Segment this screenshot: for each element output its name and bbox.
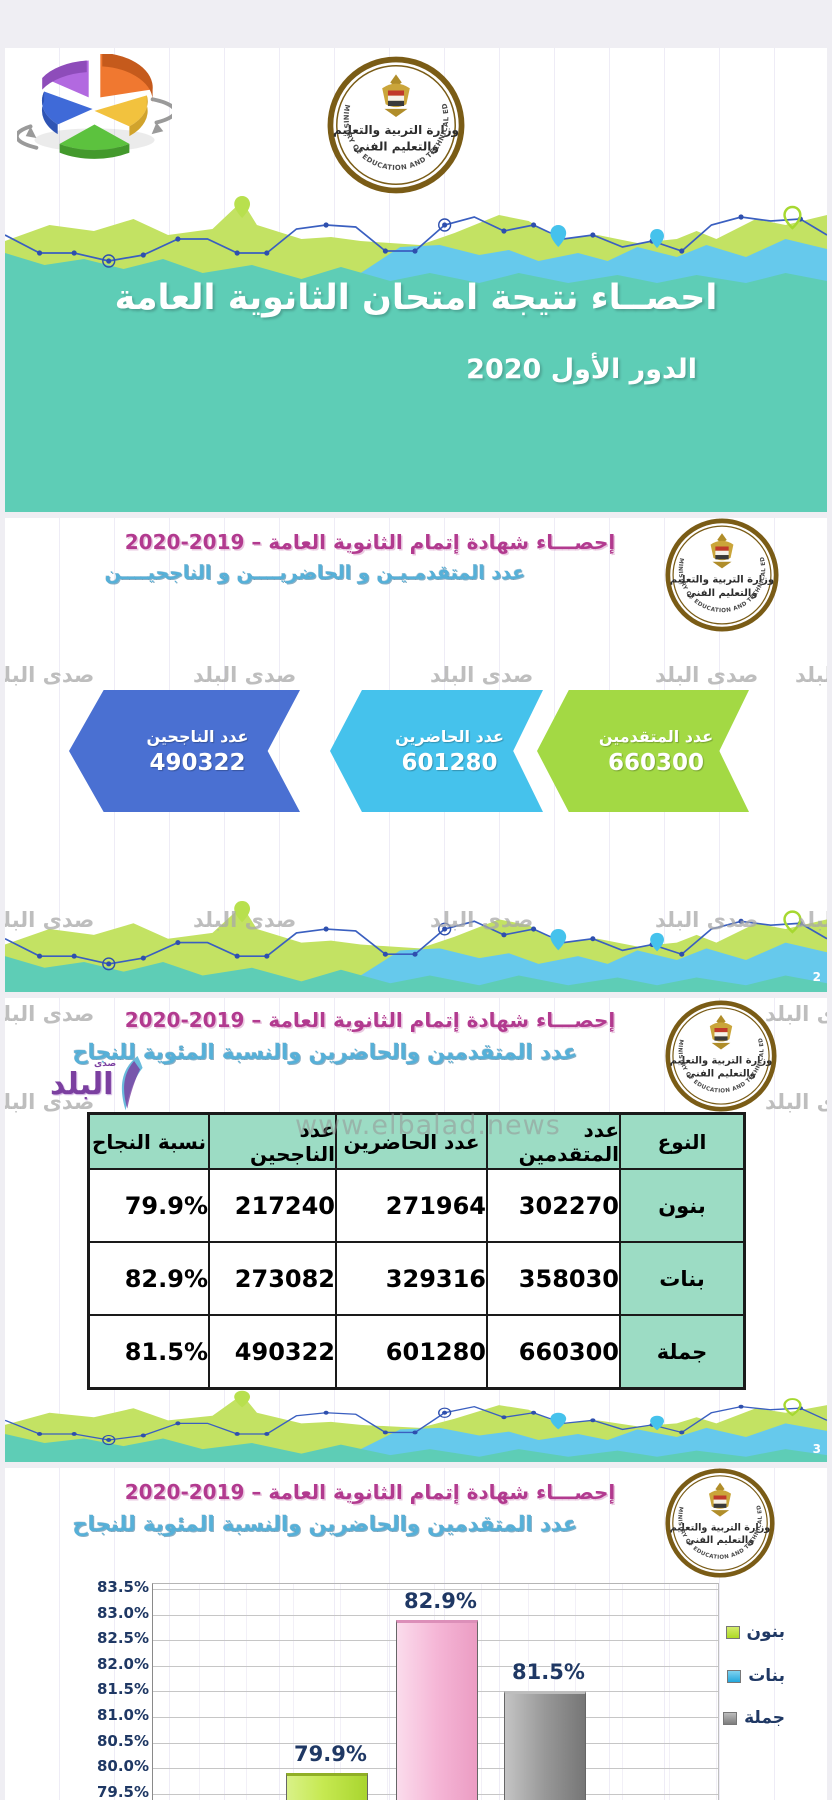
watermark: صدى البلد: [795, 663, 827, 687]
row-girls-type: بنات: [620, 1242, 744, 1315]
row-boys-passers: 217240: [209, 1169, 336, 1242]
slide4-title: إحصـــاء شهادة إتمام الثانوية العامة – 2…: [124, 1480, 616, 1504]
legend-item-girls: بنات: [727, 1666, 785, 1686]
slide3-title: إحصـــاء شهادة إتمام الثانوية العامة – 2…: [124, 1008, 616, 1032]
elbalad-logo: صدى البلد: [50, 1053, 145, 1115]
y-tick-79-5: 79.5%: [96, 1783, 149, 1800]
legend-item-total: جملة: [723, 1708, 785, 1728]
row-boys-attendees: 271964: [336, 1169, 487, 1242]
chevron-label: عدد المتقدمين: [598, 726, 714, 746]
session-label: الدور الأول 2020: [466, 354, 697, 385]
row-total-pass-rate: 81.5%: [89, 1315, 209, 1388]
site-watermark: www.elbalad.news: [295, 1110, 561, 1141]
bar-boys: [286, 1773, 368, 1800]
watermark: صدى البلد: [655, 908, 759, 932]
watermark: صدى البلد: [193, 663, 297, 687]
legend-label: جملة: [744, 1708, 785, 1728]
y-tick-82-5: 82.5%: [96, 1629, 149, 1647]
chevron-attendees: عدد الحاضرين 601280: [330, 690, 543, 812]
y-tick-80-5: 80.5%: [96, 1732, 149, 1750]
watermark: صدى البلد: [193, 908, 297, 932]
col-header-pass-rate: نسبة النجاح: [89, 1114, 209, 1169]
row-boys-pass-rate: 79.9%: [89, 1169, 209, 1242]
row-girls-applicants: 358030: [487, 1242, 620, 1315]
row-boys-applicants: 302270: [487, 1169, 620, 1242]
watermark: صدى البلد: [655, 663, 759, 687]
col-header-attendees: عدد الحاضرين: [336, 1114, 487, 1169]
decorative-wave-band: [5, 195, 827, 290]
feather-swoosh-icon: [112, 1053, 146, 1115]
col-header-applicants: عدد المتقدمين: [487, 1114, 620, 1169]
row-girls-passers: 273082: [209, 1242, 336, 1315]
watermark: صدى البلد: [430, 908, 534, 932]
main-title: احصــاء نتيجة امتحان الثانوية العامة: [114, 278, 719, 318]
slide-3-table: إحصـــاء شهادة إتمام الثانوية العامة – 2…: [5, 998, 827, 1462]
chevron-value: 601280: [401, 749, 498, 776]
legend-swatch-gray: [723, 1711, 738, 1725]
elbalad-logo-name: البلد: [50, 1067, 114, 1102]
row-total-passers: 490322: [209, 1315, 336, 1388]
chevron-label: عدد الحاضرين: [395, 726, 504, 746]
teal-background: [5, 286, 827, 512]
chevron-value: 490322: [149, 749, 246, 776]
decorative-wave-band: [5, 1390, 827, 1462]
slide-2-totals: إحصـــاء شهادة إتمام الثانوية العامة – 2…: [5, 518, 827, 992]
pie-chart-clipart: [17, 54, 172, 162]
col-header-passers: عدد الناجحين: [209, 1114, 336, 1169]
ministry-of-education-seal: [665, 518, 779, 632]
ministry-of-education-seal: [327, 56, 465, 194]
row-girls-attendees: 329316: [336, 1242, 487, 1315]
elbalad-logo-small-text: صدى: [94, 1059, 117, 1069]
bar-total: [504, 1691, 586, 1800]
row-boys-type: بنون: [620, 1169, 744, 1242]
slide-1-title-slide: احصــاء نتيجة امتحان الثانوية العامة الد…: [5, 48, 827, 512]
page-number: 3: [812, 1442, 821, 1456]
bar-value-boys: 79.9%: [294, 1742, 367, 1766]
bar-girls: [396, 1620, 478, 1800]
gridline: [153, 1589, 718, 1590]
legend-item-boys: بنون: [725, 1622, 786, 1642]
watermark: صدى البلد: [795, 908, 827, 932]
col-header-type: النوع: [620, 1114, 744, 1169]
watermark: صدى البلد: [765, 1002, 827, 1026]
watermark: صدى البلد: [5, 1002, 95, 1026]
watermark: صدى البلد: [5, 1090, 95, 1114]
chevron-applicants: عدد المتقدمين 660300: [537, 690, 749, 812]
legend-label: بنات: [748, 1666, 785, 1686]
bar-value-total: 81.5%: [512, 1660, 585, 1684]
slide3-subtitle: عدد المتقدمين والحاضرين والنسبة المئوية …: [72, 1040, 578, 1064]
watermark: صدى البلد: [5, 908, 95, 932]
row-girls-pass-rate: 82.9%: [89, 1242, 209, 1315]
slide-4-bar-chart: إحصـــاء شهادة إتمام الثانوية العامة – 2…: [5, 1468, 827, 1800]
y-tick-81-0: 81.0%: [96, 1706, 149, 1724]
legend-label: بنون: [746, 1622, 786, 1642]
row-total-applicants: 660300: [487, 1315, 620, 1388]
slide2-subtitle: عدد المتقدمـيـن و الحاضريــــن و الناجحي…: [104, 562, 526, 584]
legend-swatch-green: [725, 1625, 740, 1639]
bar-value-girls: 82.9%: [404, 1589, 477, 1613]
legend-swatch-blue: [727, 1669, 742, 1683]
y-tick-83-0: 83.0%: [96, 1604, 149, 1622]
page-number: 2: [812, 970, 821, 984]
pass-rate-bar-chart: 79.9% 82.9% 81.5%: [152, 1583, 719, 1800]
gridline: [153, 1615, 718, 1616]
y-tick-81-5: 81.5%: [96, 1680, 149, 1698]
y-tick-80-0: 80.0%: [96, 1757, 149, 1775]
watermark: صدى البلد: [430, 663, 534, 687]
watermark: صدى البلد: [5, 663, 95, 687]
row-total-attendees: 601280: [336, 1315, 487, 1388]
y-tick-82-0: 82.0%: [96, 1655, 149, 1673]
y-tick-83-5: 83.5%: [96, 1578, 149, 1596]
ministry-of-education-seal: [665, 1000, 777, 1112]
slide2-title: إحصـــاء شهادة إتمام الثانوية العامة – 2…: [124, 530, 616, 554]
chevron-passers: عدد الناجحين 490322: [69, 690, 300, 812]
watermark: صدى البلد: [765, 1090, 827, 1114]
results-table: النوع عدد المتقدمين عدد الحاضرين عدد الن…: [87, 1112, 746, 1390]
ministry-of-education-seal: [665, 1468, 775, 1578]
slide4-subtitle: عدد المتقدمين والحاضرين والنسبة المئوية …: [72, 1512, 578, 1536]
row-total-type: جملة: [620, 1315, 744, 1388]
chevron-label: عدد الناجحين: [146, 726, 249, 746]
chevron-value: 660300: [607, 749, 705, 776]
